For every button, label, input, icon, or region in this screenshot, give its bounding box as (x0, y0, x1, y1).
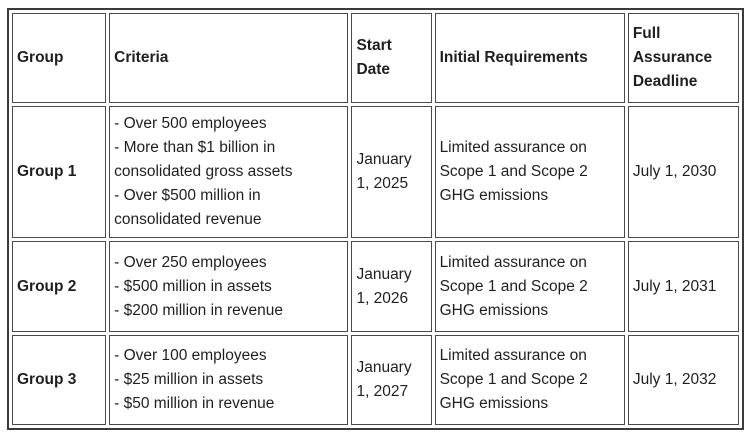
group-2-criteria: - Over 250 employees - $500 million in a… (109, 241, 349, 332)
group-3-initial-requirements: Limited assurance on Scope 1 and Scope 2… (434, 335, 625, 425)
group-3-criteria: - Over 100 employees - $25 million in as… (109, 335, 349, 425)
group-2-full-assurance-deadline: July 1, 2031 (627, 241, 739, 332)
header-row: Group Criteria Start Date Initial Requir… (12, 13, 739, 103)
group-3-full-assurance-deadline: July 1, 2032 (627, 335, 739, 425)
column-header-full-assurance-deadline: Full Assurance Deadline (627, 13, 739, 103)
table-row-group-3: Group 3 - Over 100 employees - $25 milli… (12, 335, 739, 425)
table-row-group-2: Group 2 - Over 250 employees - $500 mill… (12, 241, 739, 332)
group-3-label: Group 3 (12, 335, 107, 425)
table-row-group-1: Group 1 - Over 500 employees - More than… (12, 106, 739, 238)
assurance-requirements-table: Group Criteria Start Date Initial Requir… (7, 8, 744, 430)
group-1-criteria: - Over 500 employees - More than $1 bill… (109, 106, 349, 238)
column-header-group: Group (12, 13, 107, 103)
column-header-initial-requirements: Initial Requirements (434, 13, 625, 103)
group-1-initial-requirements: Limited assurance on Scope 1 and Scope 2… (434, 106, 625, 238)
group-2-initial-requirements: Limited assurance on Scope 1 and Scope 2… (434, 241, 625, 332)
group-3-start-date: January 1, 2027 (351, 335, 432, 425)
column-header-start-date: Start Date (351, 13, 432, 103)
group-1-full-assurance-deadline: July 1, 2030 (627, 106, 739, 238)
group-2-label: Group 2 (12, 241, 107, 332)
column-header-criteria: Criteria (109, 13, 349, 103)
group-2-start-date: January 1, 2026 (351, 241, 432, 332)
group-1-label: Group 1 (12, 106, 107, 238)
group-1-start-date: January 1, 2025 (351, 106, 432, 238)
